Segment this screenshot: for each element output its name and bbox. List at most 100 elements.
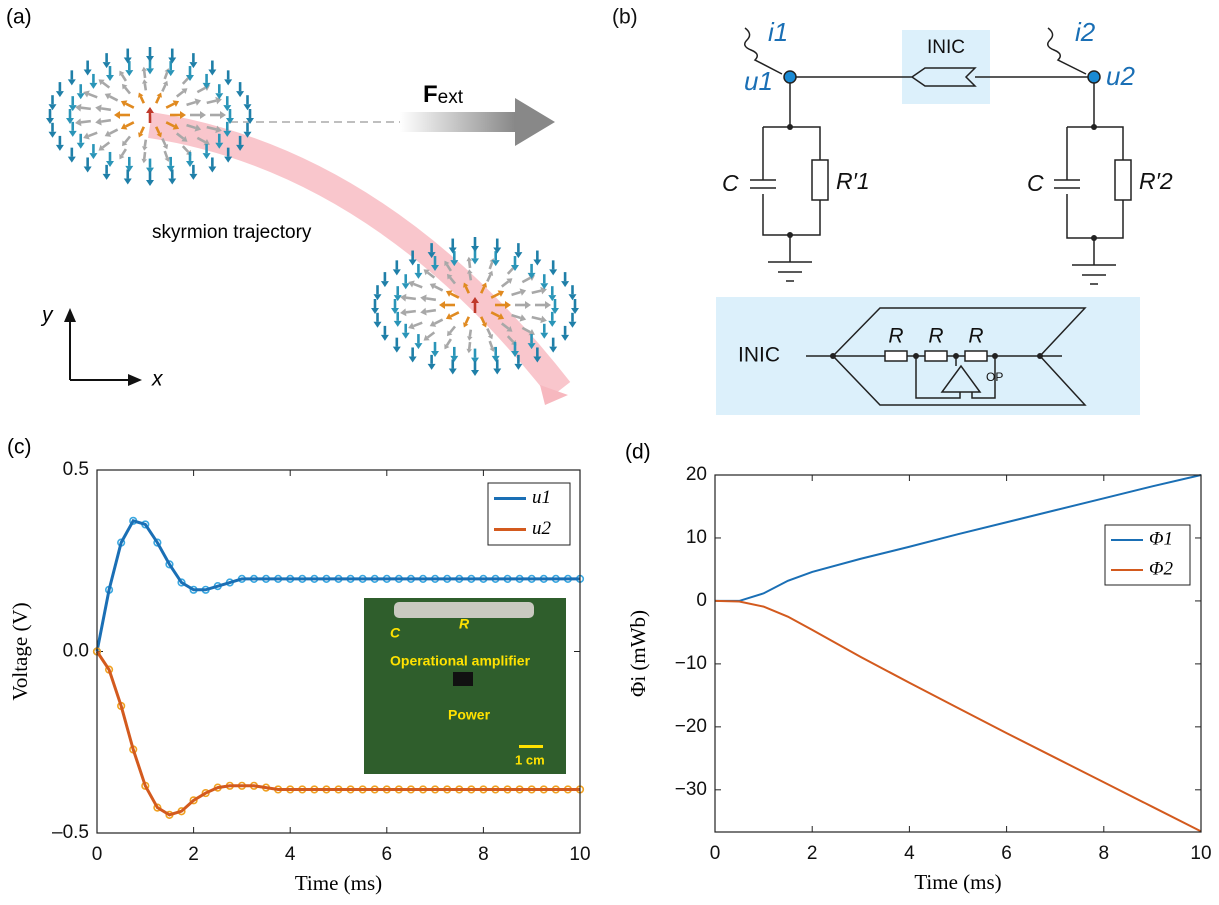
spin-head xyxy=(224,156,233,163)
res-label: R′2 xyxy=(1139,168,1173,194)
node-label: u1 xyxy=(744,66,773,96)
spin-head xyxy=(487,334,494,340)
spin-arrow xyxy=(155,126,161,134)
spin-head xyxy=(481,322,487,328)
spin-head xyxy=(172,100,180,107)
x-label: x xyxy=(151,368,164,391)
current-label: i2 xyxy=(1075,17,1096,47)
spin-head xyxy=(423,334,430,341)
spin-head xyxy=(511,350,519,357)
spin-head xyxy=(67,79,76,86)
inic-label: INIC xyxy=(927,37,965,58)
y-axis-label: Φi (mWb) xyxy=(626,610,650,697)
spin-head xyxy=(162,144,169,150)
spin-head xyxy=(83,166,92,173)
spin-head xyxy=(215,93,224,100)
spin-arrow xyxy=(511,313,522,320)
spin-arrow xyxy=(108,128,119,135)
spin-head xyxy=(202,153,211,160)
spin-head xyxy=(471,258,479,265)
spin-head xyxy=(466,256,473,262)
spin-head xyxy=(166,70,175,77)
spin-head xyxy=(408,322,415,330)
spin-head xyxy=(138,92,144,98)
spin-head xyxy=(533,356,542,363)
spin-arrow xyxy=(143,139,148,147)
spin-head xyxy=(89,82,98,89)
spin-arrow xyxy=(196,136,206,144)
spin-arrow xyxy=(206,99,217,105)
spin-head xyxy=(493,247,502,254)
resistor xyxy=(884,350,908,362)
spin-head xyxy=(429,320,437,327)
legend-label: Φ1 xyxy=(1149,528,1173,549)
spin-head xyxy=(236,91,245,98)
spin-head xyxy=(189,62,198,69)
x-axis-label: Time (ms) xyxy=(295,871,382,895)
spin-head xyxy=(466,269,473,274)
spin-arrow xyxy=(468,329,473,337)
spin-head xyxy=(224,79,233,86)
spin-head xyxy=(392,346,401,353)
spin-arrow xyxy=(405,309,416,314)
spin-arrow xyxy=(486,328,492,336)
spin-arrow xyxy=(142,151,147,160)
spin-arrow xyxy=(139,96,145,104)
spin-head xyxy=(181,88,188,95)
r-label: R xyxy=(888,325,903,348)
spin-arrow xyxy=(108,95,119,102)
spin-head xyxy=(519,288,527,296)
spin-head xyxy=(448,247,457,254)
force-symbol: F xyxy=(423,81,438,108)
spin-head xyxy=(506,278,513,285)
y-tick-label: 0.5 xyxy=(63,459,89,480)
spin-head xyxy=(48,131,57,138)
spin-head xyxy=(168,57,177,64)
spin-arrow xyxy=(488,261,494,270)
spin-head xyxy=(220,111,226,119)
x-tick-label: 8 xyxy=(478,844,489,865)
spin-head xyxy=(408,356,417,363)
spin-arrow xyxy=(426,271,436,279)
y-tick-label: 0.0 xyxy=(63,641,89,662)
spin-arrow xyxy=(448,276,457,285)
spin-head xyxy=(393,295,402,302)
spin-head xyxy=(102,62,111,69)
marker xyxy=(153,538,162,547)
spin-head xyxy=(189,173,198,180)
spin-head xyxy=(540,332,549,339)
x-tick-label: 6 xyxy=(1001,843,1012,864)
spin-head xyxy=(401,332,410,339)
spin-head xyxy=(122,83,128,90)
spin-head xyxy=(393,320,402,327)
x-tick-label: 4 xyxy=(904,843,915,864)
spin-head xyxy=(75,103,82,112)
node-label: u2 xyxy=(1106,61,1135,91)
spin-head xyxy=(146,180,154,186)
spin-arrow xyxy=(467,260,472,269)
spin-arrow xyxy=(101,141,111,149)
spin-head xyxy=(120,100,128,107)
spin-arrow xyxy=(412,282,423,289)
spin-head xyxy=(75,118,82,127)
spin-arrow xyxy=(486,274,492,282)
spin-arrow xyxy=(521,326,531,334)
spin-arrow xyxy=(155,96,161,104)
inic-box xyxy=(902,30,990,104)
x-tick-label: 0 xyxy=(92,844,103,865)
spin-head xyxy=(408,280,415,288)
inset-label: Operational amplifier xyxy=(390,653,531,669)
spin-head xyxy=(106,75,114,82)
spin-arrow xyxy=(480,286,486,294)
marker xyxy=(165,560,174,569)
spin-arrow xyxy=(100,107,112,112)
axis-arrow-head xyxy=(128,374,142,386)
legend-box xyxy=(1104,524,1191,586)
spin-head xyxy=(447,330,453,337)
spin-head xyxy=(463,282,469,288)
spin-head xyxy=(420,307,427,316)
x-tick-label: 0 xyxy=(710,843,721,864)
op-label: OP xyxy=(986,370,1003,384)
spin-head xyxy=(141,66,148,72)
